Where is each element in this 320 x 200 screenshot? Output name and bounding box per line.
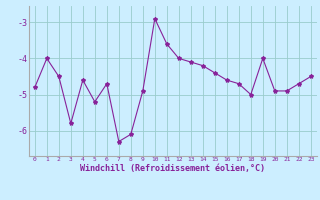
X-axis label: Windchill (Refroidissement éolien,°C): Windchill (Refroidissement éolien,°C)	[80, 164, 265, 173]
